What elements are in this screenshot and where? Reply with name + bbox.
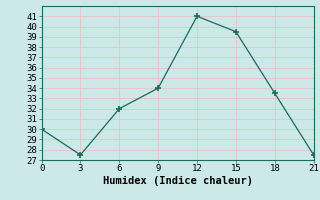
X-axis label: Humidex (Indice chaleur): Humidex (Indice chaleur) — [103, 176, 252, 186]
